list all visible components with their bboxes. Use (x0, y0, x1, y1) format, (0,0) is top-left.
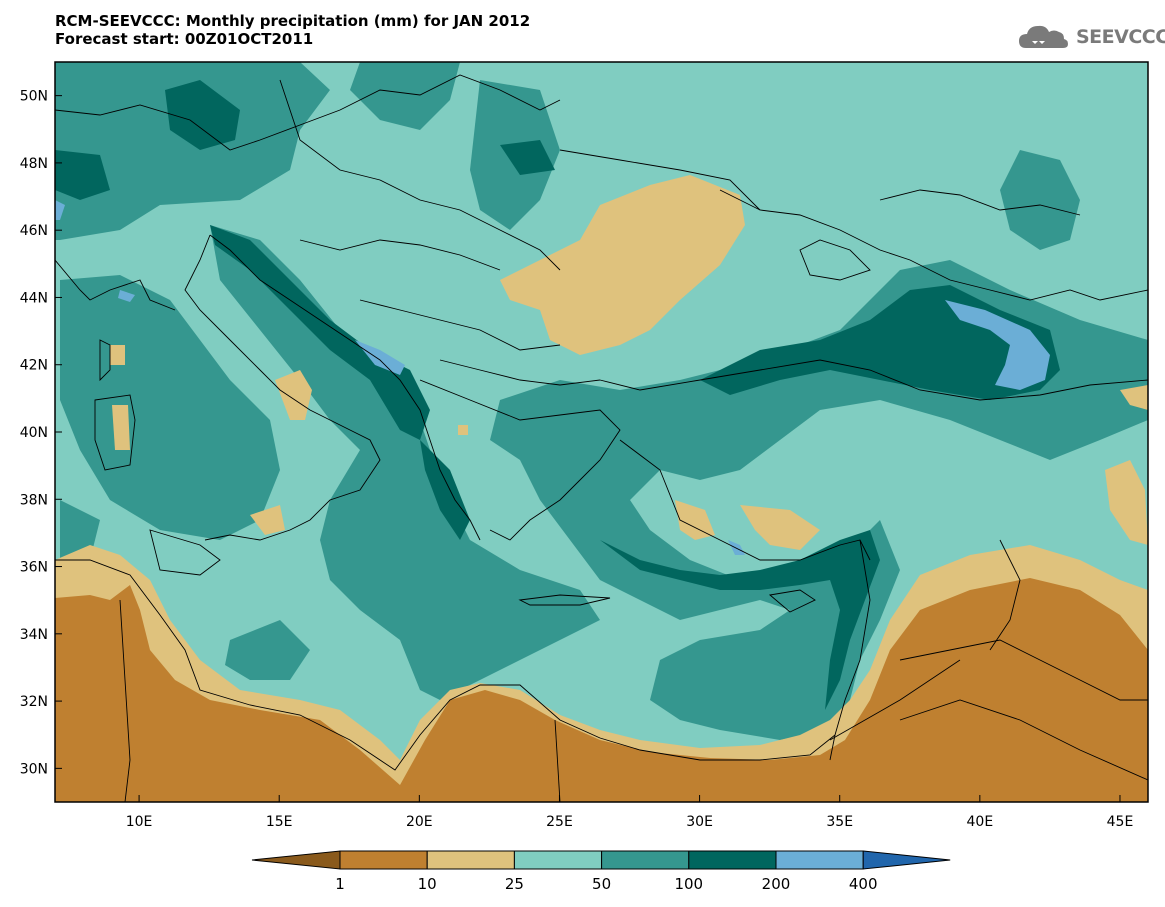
y-tick-label: 30N (20, 761, 48, 777)
title-line-2: Forecast start: 00Z01OCT2011 (55, 30, 314, 48)
x-tick-label: 45E (1107, 814, 1134, 830)
colorbar-label: 200 (762, 875, 791, 893)
colorbar-label: 100 (674, 875, 703, 893)
colorbar-segment (339, 850, 428, 870)
y-tick-label: 32N (20, 694, 48, 710)
map-plot-area (55, 62, 1148, 802)
colorbar-segment (513, 850, 603, 870)
y-tick-label: 40N (20, 425, 48, 441)
y-tick-label: 38N (20, 492, 48, 508)
colorbar-min-arrow (251, 850, 341, 870)
coastlines-and-borders (55, 74, 1148, 802)
colorbar-label: 50 (592, 875, 611, 893)
contour-1-10 (55, 578, 1148, 802)
colorbar-label: 1 (335, 875, 345, 893)
y-tick-label: 34N (20, 627, 48, 643)
x-tick-label: 10E (126, 814, 153, 830)
colorbar-segment (688, 850, 777, 870)
colorbar-label: 400 (849, 875, 878, 893)
y-tick-label: 44N (20, 290, 48, 306)
colorbar-label: 25 (505, 875, 524, 893)
x-tick-label: 30E (686, 814, 713, 830)
x-tick-label: 25E (546, 814, 573, 830)
map-title: RCM-SEEVCCC: Monthly precipitation (mm) … (55, 12, 530, 48)
colorbar-segment (426, 850, 515, 870)
contour-200-400 (55, 200, 1050, 555)
y-tick-label: 46N (20, 223, 48, 239)
y-axis: 30N 32N 34N 36N 38N 40N 42N 44N 46N 48N 50N (20, 89, 62, 777)
x-tick-label: 40E (967, 814, 994, 830)
colorbar-segment (601, 850, 690, 870)
x-tick-label: 35E (826, 814, 853, 830)
x-tick-label: 20E (406, 814, 433, 830)
logo-text: SEEVCCC (1076, 26, 1165, 48)
colorbar-segment (775, 850, 864, 870)
y-tick-label: 42N (20, 358, 48, 374)
x-axis: 10E 15E 20E 25E 30E 35E 40E 45E (126, 795, 1134, 830)
seevccc-logo: SEEVCCC (1018, 22, 1165, 52)
colorbar-label: 10 (418, 875, 437, 893)
y-tick-label: 48N (20, 156, 48, 172)
cloud-icon (1019, 25, 1068, 48)
title-line-1: RCM-SEEVCCC: Monthly precipitation (mm) … (55, 12, 531, 30)
y-tick-label: 36N (20, 560, 48, 576)
colorbar: 1 10 25 50 100 200 400 (251, 850, 951, 893)
colorbar-max-arrow (862, 850, 951, 870)
x-tick-label: 15E (266, 814, 293, 830)
y-tick-label: 50N (20, 89, 48, 105)
